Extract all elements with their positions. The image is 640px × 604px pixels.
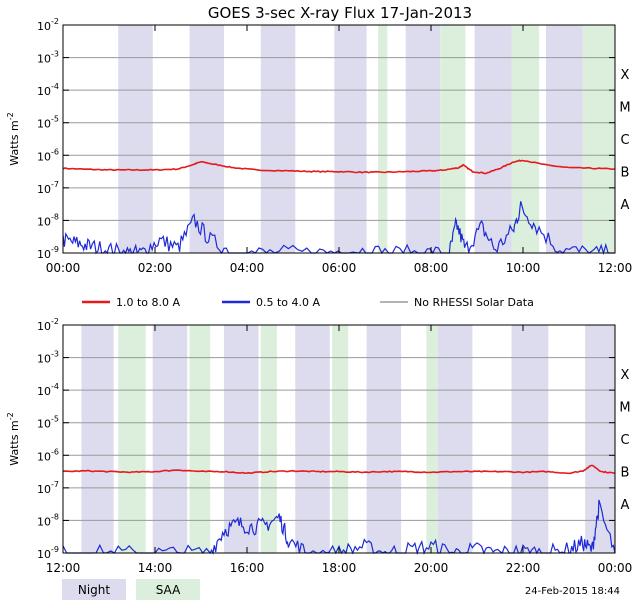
- class-label: M: [619, 100, 630, 115]
- y-tick-label: 10-8: [37, 512, 59, 528]
- legend-box-label: SAA: [156, 583, 181, 597]
- legend: 1.0 to 8.0 A 0.5 to 4.0 A No RHESSI Solar …: [82, 296, 534, 309]
- class-label: C: [620, 433, 629, 448]
- legend-box: [136, 579, 200, 600]
- x-tick-label: 02:00: [138, 261, 173, 275]
- class-label: B: [621, 466, 630, 481]
- legend-label: 0.5 to 4.0 A: [256, 296, 321, 309]
- night-band: [152, 325, 188, 553]
- chart-title: GOES 3-sec X-ray Flux 17-Jan-2013: [208, 4, 472, 22]
- saa-band: [332, 325, 349, 553]
- y-tick-label: 10-7: [37, 480, 59, 496]
- class-label: A: [621, 198, 630, 213]
- y-tick-label: 10-2: [37, 17, 59, 33]
- saa-band: [260, 325, 277, 553]
- panel-1: 10-9 10-8 10-7 10-6 10-5 10-4 10-3 10-2 00:00 02:…: [6, 17, 632, 275]
- x-tick-label: 00:00: [598, 561, 633, 575]
- y-tick-label: 10-9: [37, 545, 59, 561]
- night-band: [437, 325, 473, 553]
- y-tick-label: 10-9: [37, 245, 59, 261]
- y-tick-label: 10-5: [37, 115, 59, 131]
- shading-legend: Night SAA: [62, 579, 200, 600]
- legend-label: 1.0 to 8.0 A: [116, 296, 181, 309]
- night-band: [366, 325, 402, 553]
- x-tick-label: 12:00: [598, 261, 633, 275]
- series-long-trace: [62, 464, 616, 475]
- night-band: [546, 25, 583, 253]
- x-tick-label: 18:00: [322, 561, 357, 575]
- night-band: [334, 25, 367, 253]
- y-axis-title: Watts m-2: [6, 112, 21, 165]
- night-band: [511, 325, 549, 553]
- x-tick-label: 08:00: [414, 261, 449, 275]
- y-tick-label: 10-3: [37, 350, 59, 366]
- night-band: [189, 25, 224, 253]
- timestamp: 24-Feb-2015 18:44: [525, 586, 620, 597]
- class-label: C: [620, 133, 629, 148]
- class-label: X: [621, 368, 630, 383]
- x-tick-label: 00:00: [46, 261, 81, 275]
- x-tick-label: 12:00: [46, 561, 81, 575]
- x-tick-label: 10:00: [506, 261, 541, 275]
- night-band: [474, 25, 512, 253]
- x-tick-label: 22:00: [506, 561, 541, 575]
- y-axis-title: Watts m-2: [6, 412, 21, 465]
- saa-band: [582, 25, 615, 253]
- x-tick-label: 20:00: [414, 561, 449, 575]
- y-tick-label: 10-4: [37, 82, 59, 98]
- saa-band: [378, 25, 388, 253]
- legend-label: No RHESSI Solar Data: [414, 296, 534, 309]
- y-tick-label: 10-5: [37, 415, 59, 431]
- y-tick-label: 10-6: [37, 447, 59, 463]
- y-tick-label: 10-7: [37, 180, 59, 196]
- series-long-trace: [62, 159, 616, 175]
- night-band: [585, 325, 615, 553]
- class-label: A: [621, 498, 630, 513]
- x-tick-label: 06:00: [322, 261, 357, 275]
- class-label: X: [621, 68, 630, 83]
- y-tick-label: 10-6: [37, 147, 59, 163]
- saa-band: [426, 325, 438, 553]
- class-label: B: [621, 166, 630, 181]
- saa-band: [511, 25, 540, 253]
- saa-band: [189, 325, 211, 553]
- y-tick-label: 10-4: [37, 382, 59, 398]
- saa-band: [118, 325, 146, 553]
- x-tick-label: 16:00: [230, 561, 265, 575]
- y-tick-label: 10-2: [37, 317, 59, 333]
- night-band: [295, 325, 330, 553]
- x-tick-label: 04:00: [230, 261, 265, 275]
- night-band: [405, 25, 441, 253]
- x-tick-label: 14:00: [138, 561, 173, 575]
- y-tick-label: 10-8: [37, 212, 59, 228]
- legend-box: [62, 579, 126, 600]
- y-tick-label: 10-3: [37, 50, 59, 66]
- class-label: M: [619, 400, 630, 415]
- night-band: [224, 325, 259, 553]
- night-band: [260, 25, 296, 253]
- series-short-trace: [62, 499, 616, 556]
- panel-2: 10-9 10-8 10-7 10-6 10-5 10-4 10-3 10-2 12:00 14:…: [6, 317, 632, 575]
- night-band: [118, 25, 153, 253]
- legend-box-label: Night: [78, 583, 111, 597]
- night-band: [81, 325, 114, 553]
- saa-band: [440, 25, 466, 253]
